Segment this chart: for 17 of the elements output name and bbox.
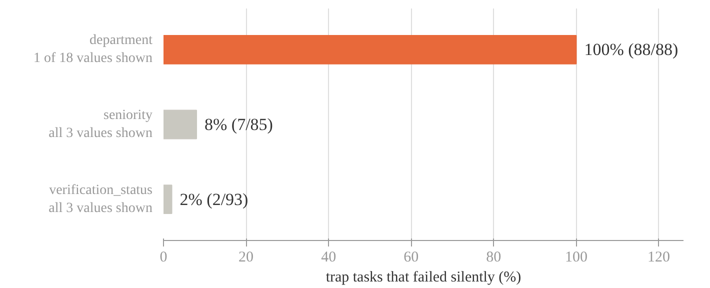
x-tick-label: 0 [160, 250, 168, 266]
x-tick-label: 40 [321, 250, 336, 266]
data-label: 2% (2/93) [180, 190, 248, 209]
bar [164, 184, 172, 214]
y-tick-label: seniority all 3 values shown [48, 108, 153, 141]
x-tick-label: 120 [647, 250, 670, 266]
x-tick-label: 20 [238, 250, 254, 266]
x-tick-label: 60 [404, 250, 419, 266]
x-tick-label: 100 [564, 250, 588, 266]
data-label: 8% (7/85) [204, 115, 273, 134]
x-tick-label: 80 [486, 250, 502, 266]
data-label: 100% (88/88) [584, 40, 678, 60]
bar [164, 34, 577, 64]
y-tick-label: verification_status all 3 values shown [48, 182, 153, 216]
x-axis-title: trap tasks that failed silently (%) [326, 270, 522, 286]
y-tick-label: department 1 of 18 values shown [34, 33, 153, 66]
bar [164, 110, 198, 140]
